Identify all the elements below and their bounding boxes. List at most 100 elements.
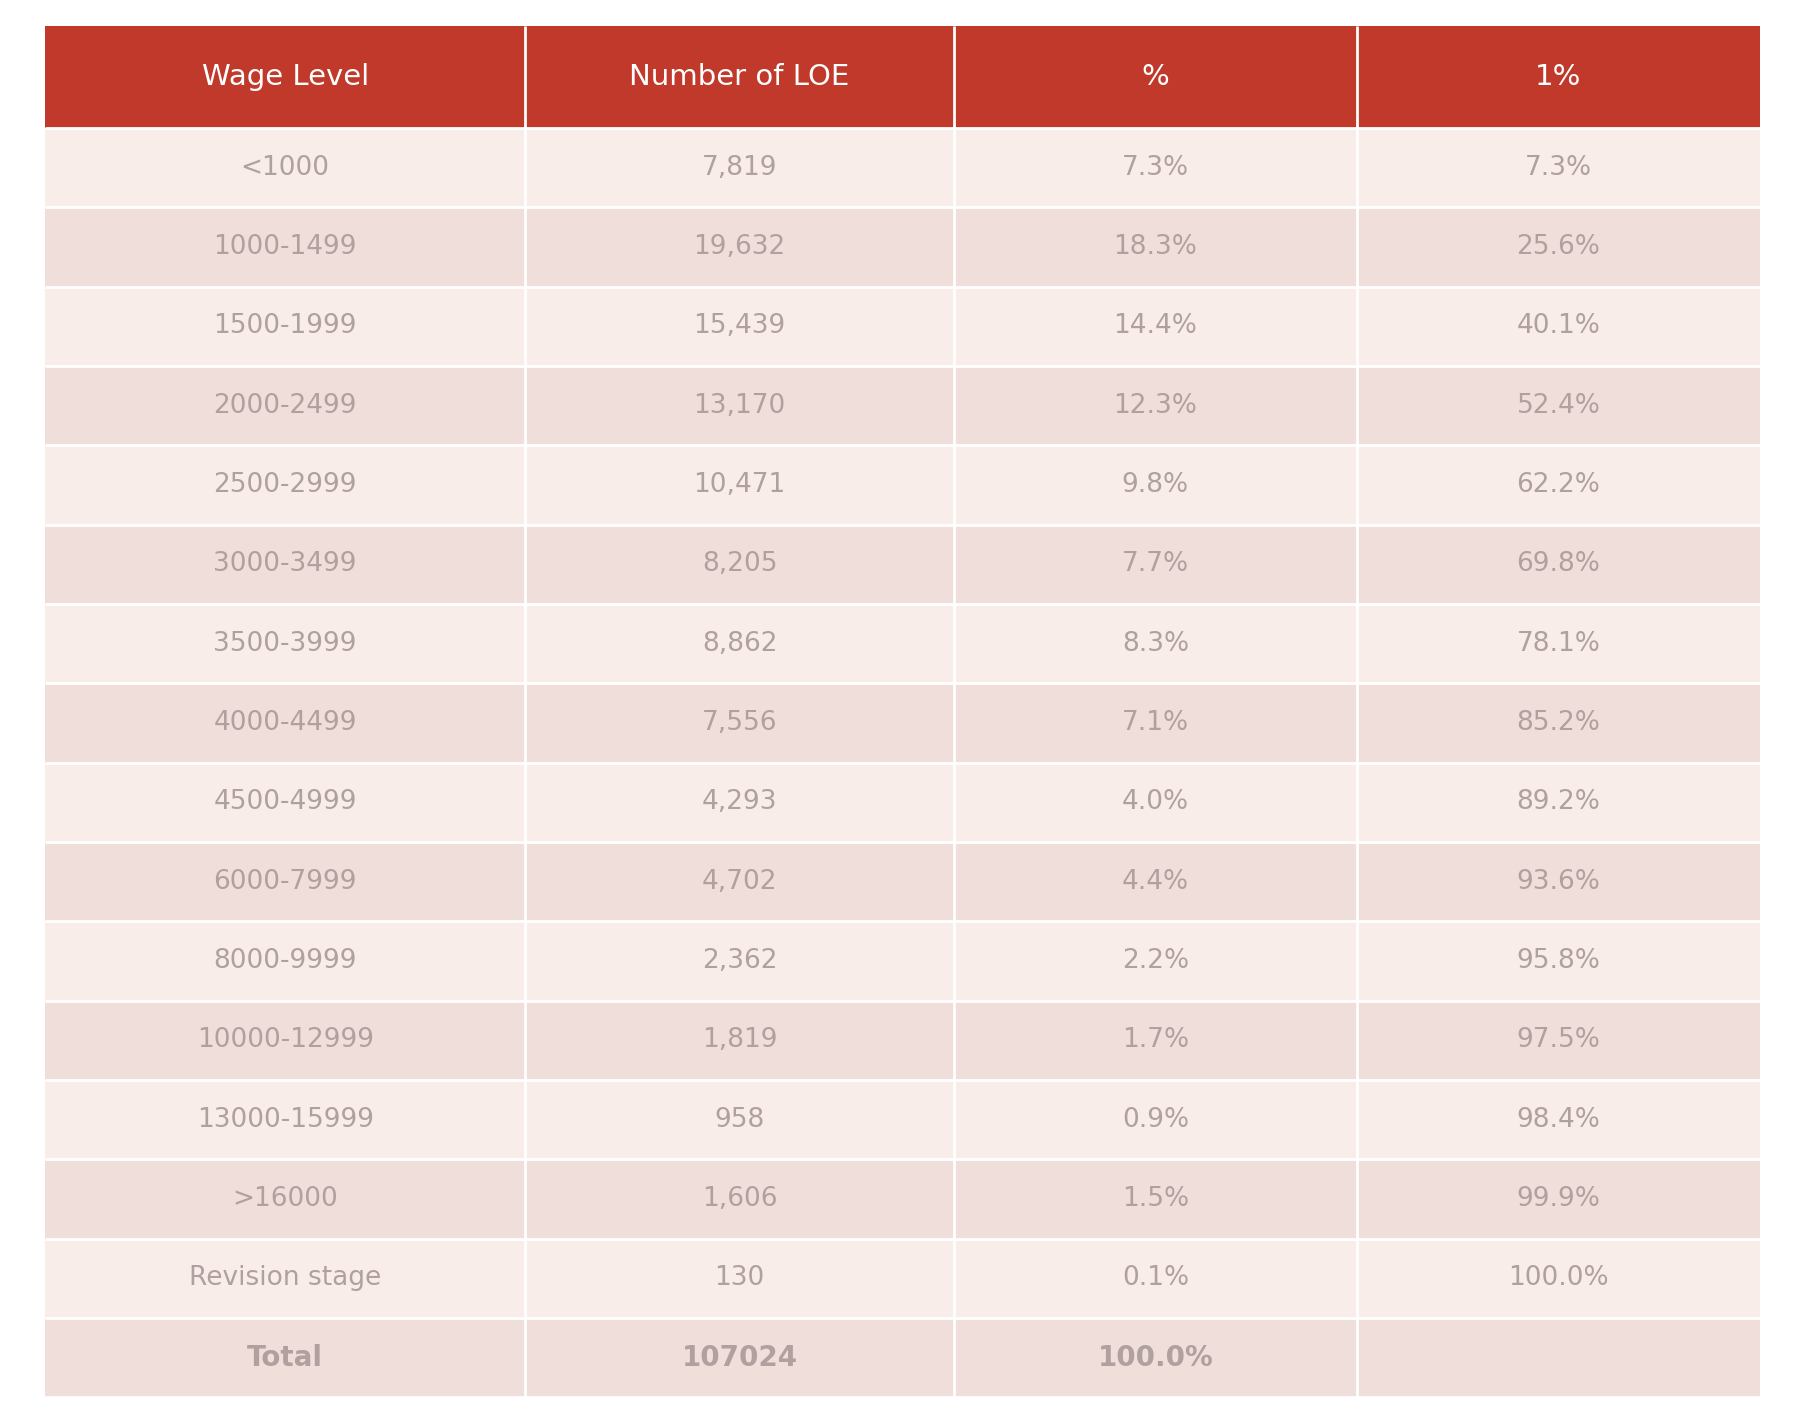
Text: 958: 958 — [715, 1107, 765, 1133]
Bar — [955, 1000, 1357, 1080]
Bar — [525, 366, 955, 445]
Text: 7.1%: 7.1% — [1123, 710, 1189, 736]
Bar — [525, 1238, 955, 1318]
Text: 100.0%: 100.0% — [1509, 1265, 1608, 1292]
Bar — [45, 1318, 525, 1397]
Text: 7,556: 7,556 — [702, 710, 778, 736]
Text: 78.1%: 78.1% — [1516, 630, 1601, 657]
Text: Total: Total — [247, 1343, 323, 1372]
Text: 19,632: 19,632 — [693, 233, 785, 260]
Text: >16000: >16000 — [233, 1185, 338, 1212]
Bar — [955, 128, 1357, 208]
Bar — [1357, 26, 1760, 128]
Bar — [45, 366, 525, 445]
Text: 1,819: 1,819 — [702, 1027, 778, 1053]
Text: 4500-4999: 4500-4999 — [213, 790, 357, 815]
Text: 7.3%: 7.3% — [1525, 155, 1592, 181]
Bar — [1357, 1160, 1760, 1238]
Text: 3500-3999: 3500-3999 — [213, 630, 357, 657]
Bar — [45, 1080, 525, 1160]
Bar — [1357, 922, 1760, 1000]
Text: 7.3%: 7.3% — [1123, 155, 1189, 181]
Bar — [525, 287, 955, 366]
Bar — [955, 1318, 1357, 1397]
Bar — [525, 208, 955, 287]
Bar — [1357, 1318, 1760, 1397]
Text: 40.1%: 40.1% — [1516, 313, 1601, 340]
Text: 85.2%: 85.2% — [1516, 710, 1601, 736]
Bar — [955, 603, 1357, 683]
Bar — [525, 128, 955, 208]
Bar — [955, 525, 1357, 603]
Bar — [45, 287, 525, 366]
Text: 4,293: 4,293 — [702, 790, 778, 815]
Bar — [955, 842, 1357, 922]
Text: 1,606: 1,606 — [702, 1185, 778, 1212]
Bar — [525, 26, 955, 128]
Bar — [525, 842, 955, 922]
Bar — [525, 445, 955, 525]
Text: 7.7%: 7.7% — [1123, 551, 1189, 578]
Text: 89.2%: 89.2% — [1516, 790, 1601, 815]
Text: 2500-2999: 2500-2999 — [213, 472, 357, 498]
Bar — [525, 922, 955, 1000]
Text: 4.4%: 4.4% — [1123, 868, 1189, 895]
Text: 100.0%: 100.0% — [1097, 1343, 1213, 1372]
Bar — [955, 445, 1357, 525]
Text: 12.3%: 12.3% — [1114, 393, 1197, 418]
Text: 6000-7999: 6000-7999 — [213, 868, 357, 895]
Bar — [1357, 287, 1760, 366]
Bar — [45, 1000, 525, 1080]
Text: 107024: 107024 — [682, 1343, 798, 1372]
Text: 98.4%: 98.4% — [1516, 1107, 1601, 1133]
Bar — [45, 1160, 525, 1238]
Text: 99.9%: 99.9% — [1516, 1185, 1601, 1212]
Bar — [955, 366, 1357, 445]
Bar — [45, 922, 525, 1000]
Text: 95.8%: 95.8% — [1516, 948, 1601, 975]
Bar — [45, 763, 525, 842]
Text: 10000-12999: 10000-12999 — [197, 1027, 374, 1053]
Bar — [45, 525, 525, 603]
Text: 0.9%: 0.9% — [1123, 1107, 1189, 1133]
Bar — [45, 208, 525, 287]
Text: 69.8%: 69.8% — [1516, 551, 1601, 578]
Text: 8000-9999: 8000-9999 — [213, 948, 357, 975]
Bar — [1357, 366, 1760, 445]
Bar — [955, 287, 1357, 366]
Text: 8,205: 8,205 — [702, 551, 778, 578]
Bar — [1357, 1000, 1760, 1080]
Text: 8,862: 8,862 — [702, 630, 778, 657]
Text: 52.4%: 52.4% — [1516, 393, 1601, 418]
Text: 2000-2499: 2000-2499 — [213, 393, 357, 418]
Bar — [525, 1080, 955, 1160]
Bar — [1357, 128, 1760, 208]
Bar — [1357, 683, 1760, 763]
Text: 13,170: 13,170 — [693, 393, 785, 418]
Text: 4.0%: 4.0% — [1123, 790, 1189, 815]
Bar — [955, 1160, 1357, 1238]
Text: 0.1%: 0.1% — [1123, 1265, 1189, 1292]
Bar — [45, 26, 525, 128]
Bar — [45, 1238, 525, 1318]
Text: 13000-15999: 13000-15999 — [197, 1107, 374, 1133]
Text: 62.2%: 62.2% — [1516, 472, 1601, 498]
Text: 14.4%: 14.4% — [1114, 313, 1197, 340]
Text: 1000-1499: 1000-1499 — [213, 233, 357, 260]
Bar — [1357, 1238, 1760, 1318]
Text: %: % — [1141, 63, 1170, 91]
Text: 1.5%: 1.5% — [1123, 1185, 1189, 1212]
Text: 130: 130 — [715, 1265, 765, 1292]
Bar — [45, 683, 525, 763]
Bar — [45, 445, 525, 525]
Text: 1.7%: 1.7% — [1123, 1027, 1189, 1053]
Bar — [1357, 208, 1760, 287]
Bar — [955, 683, 1357, 763]
Text: 97.5%: 97.5% — [1516, 1027, 1601, 1053]
Text: 2,362: 2,362 — [702, 948, 778, 975]
Bar — [1357, 1080, 1760, 1160]
Bar — [525, 683, 955, 763]
Text: 8.3%: 8.3% — [1123, 630, 1189, 657]
Bar — [1357, 763, 1760, 842]
Bar — [1357, 445, 1760, 525]
